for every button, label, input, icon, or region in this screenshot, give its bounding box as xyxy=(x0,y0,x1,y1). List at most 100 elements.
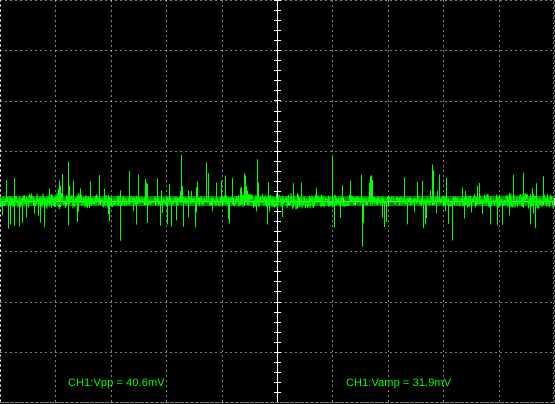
grid-dot xyxy=(370,402,372,403)
grid-dot xyxy=(332,75,333,77)
grid-dot xyxy=(332,30,333,32)
grid-dot xyxy=(388,45,389,47)
grid-dot xyxy=(285,352,287,353)
grid-dot xyxy=(545,101,547,102)
grid-dot xyxy=(260,352,262,353)
grid-dot xyxy=(130,352,132,353)
grid-dot xyxy=(385,302,387,303)
grid-dot xyxy=(420,251,422,252)
grid-dot xyxy=(220,50,222,51)
grid-dot xyxy=(525,151,527,152)
grid-dot xyxy=(222,290,223,292)
grid-dot xyxy=(505,352,507,353)
grid-dot xyxy=(505,151,507,152)
grid-dot xyxy=(111,145,112,147)
grid-dot xyxy=(499,320,500,322)
grid-dot xyxy=(505,302,507,303)
grid-dot xyxy=(165,402,167,403)
trace-core-band xyxy=(0,196,554,206)
grid-dot xyxy=(80,402,82,403)
grid-dot xyxy=(295,50,297,51)
grid-dot xyxy=(455,151,457,152)
grid-dot xyxy=(170,50,172,51)
grid-dot xyxy=(222,180,223,182)
grid-dot xyxy=(388,230,389,232)
grid-dot xyxy=(375,402,377,403)
grid-dot xyxy=(499,340,500,342)
grid-dot xyxy=(388,120,389,122)
grid-dot xyxy=(388,85,389,87)
grid-dot xyxy=(435,402,437,403)
grid-dot xyxy=(499,135,500,137)
grid-dot xyxy=(55,380,56,382)
grid-dot xyxy=(330,50,332,51)
grid-dot xyxy=(155,352,157,353)
grid-dot xyxy=(260,302,262,303)
grid-dot xyxy=(355,101,357,102)
grid-dot xyxy=(475,251,477,252)
grid-dot xyxy=(315,50,317,51)
grid-dot xyxy=(222,400,223,402)
grid-dot xyxy=(180,402,182,403)
grid-dot xyxy=(499,265,500,267)
grid-dot xyxy=(495,251,497,252)
grid-dot xyxy=(388,340,389,342)
grid-dot xyxy=(111,360,112,362)
grid-dot xyxy=(0,210,1,212)
grid-dot xyxy=(222,280,223,282)
grid-dot xyxy=(499,30,500,32)
grid-dot xyxy=(200,151,202,152)
grid-dot xyxy=(443,105,444,107)
grid-dot xyxy=(490,402,492,403)
grid-dot xyxy=(0,225,1,227)
grid-dot xyxy=(55,40,56,42)
grid-dot xyxy=(525,302,527,303)
grid-dot xyxy=(388,210,389,212)
grid-dot xyxy=(443,130,444,132)
grid-dot xyxy=(10,302,12,303)
grid-dot xyxy=(350,50,352,51)
grid-dot xyxy=(155,251,157,252)
grid-dot xyxy=(80,151,82,152)
grid-dot xyxy=(388,215,389,217)
grid-dot xyxy=(380,151,382,152)
grid-dot xyxy=(388,375,389,377)
grid-dot xyxy=(166,90,167,92)
grid-dot xyxy=(388,100,389,102)
grid-dot xyxy=(388,365,389,367)
grid-dot xyxy=(260,101,262,102)
grid-dot xyxy=(443,125,444,127)
grid-dot xyxy=(470,50,472,51)
grid-dot xyxy=(410,302,412,303)
grid-dot xyxy=(115,101,117,102)
grid-dot xyxy=(370,151,372,152)
grid-dot xyxy=(10,50,12,51)
grid-dot xyxy=(165,50,167,51)
grid-dot xyxy=(520,50,522,51)
grid-dot xyxy=(265,352,267,353)
ch1-waveform-spikes xyxy=(0,154,554,247)
grid-dot xyxy=(443,40,444,42)
grid-dot xyxy=(105,302,107,303)
grid-dot xyxy=(222,255,223,257)
grid-dot xyxy=(445,251,447,252)
grid-dot xyxy=(140,352,142,353)
grid-dot xyxy=(300,151,302,152)
grid-dot xyxy=(0,215,1,217)
grid-dot xyxy=(0,55,1,57)
grid-dot xyxy=(270,352,272,353)
grid-dot xyxy=(443,55,444,57)
grid-dot xyxy=(111,315,112,317)
grid-dot xyxy=(360,352,362,353)
grid-dot xyxy=(90,151,92,152)
grid-dot xyxy=(385,352,387,353)
grid-dot xyxy=(100,352,102,353)
grid-dot xyxy=(111,365,112,367)
grid-dot xyxy=(310,50,312,51)
grid-dot xyxy=(499,325,500,327)
grid-dot xyxy=(315,402,317,403)
grid-dot xyxy=(80,352,82,353)
grid-dot xyxy=(325,251,327,252)
grid-dot xyxy=(485,352,487,353)
grid-dot xyxy=(55,235,56,237)
